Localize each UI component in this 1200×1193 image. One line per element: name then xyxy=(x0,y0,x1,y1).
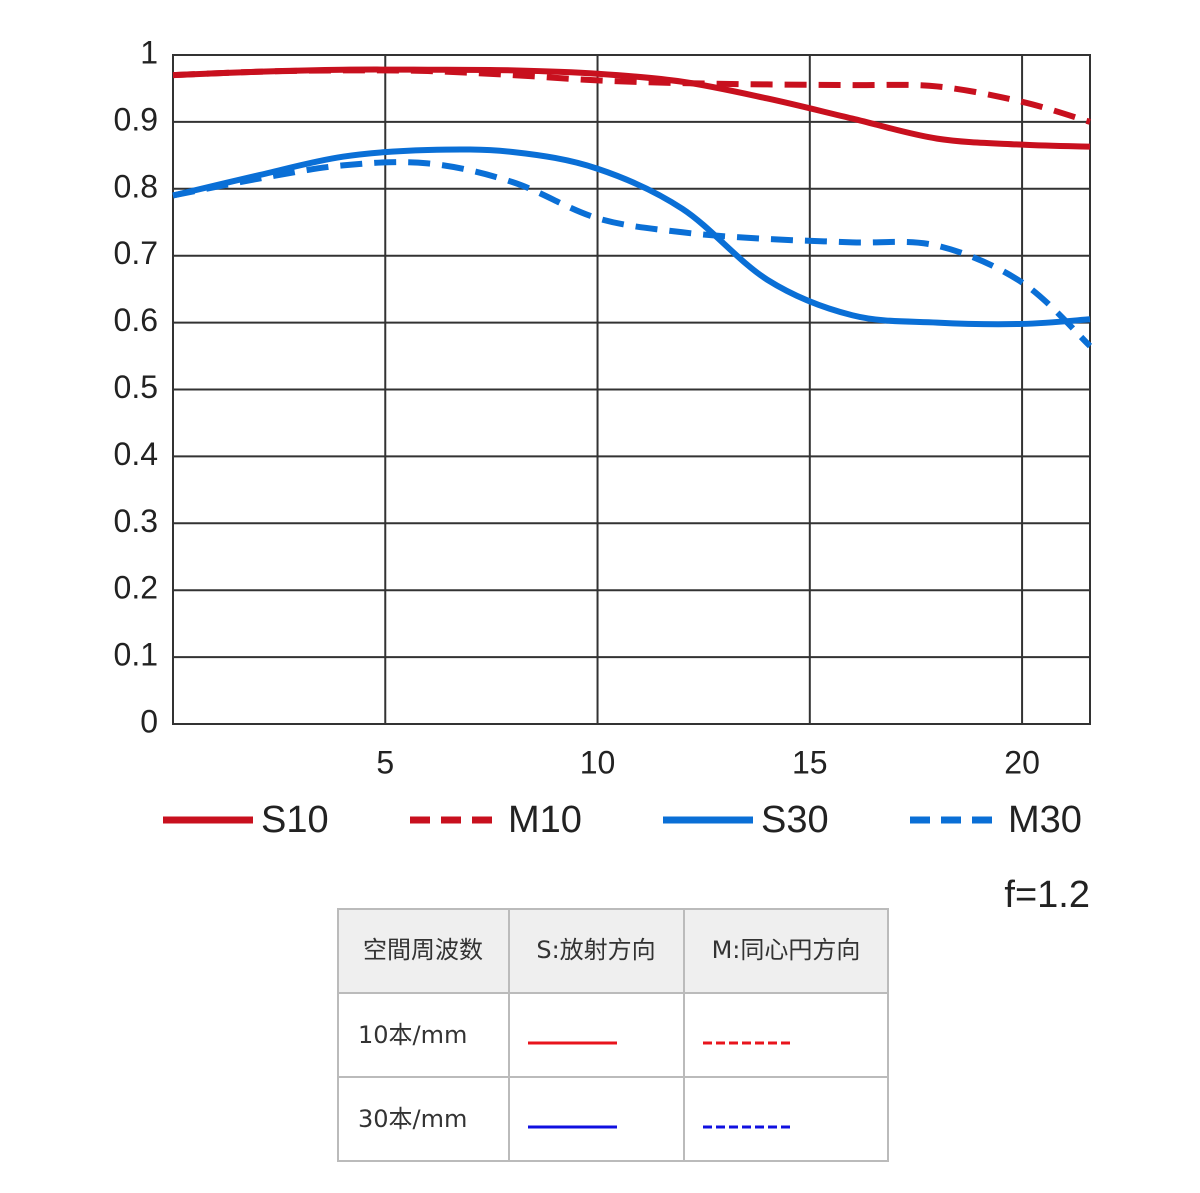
plot-frame xyxy=(172,54,1091,725)
y-tick-label: 0 xyxy=(140,703,158,739)
table-row-label: 30本/mm xyxy=(358,1105,467,1133)
table-border xyxy=(337,908,889,1162)
annotation: f=1.2 xyxy=(1004,874,1090,916)
table-row-label: 10本/mm xyxy=(358,1021,467,1049)
legend-label: M10 xyxy=(508,799,582,841)
legend-label: M30 xyxy=(1008,799,1082,841)
y-tick-label: 0.9 xyxy=(114,101,158,137)
x-tick-label: 15 xyxy=(792,744,828,780)
series-line xyxy=(172,66,1091,150)
y-tick-label: 0.6 xyxy=(114,302,158,338)
y-tick-label: 0.5 xyxy=(114,369,158,405)
table-header: 空間周波数 xyxy=(363,936,483,964)
legend-label: S10 xyxy=(261,799,329,841)
x-tick-label: 5 xyxy=(376,744,394,780)
table-header-bg xyxy=(338,909,888,993)
y-tick-label: 0.2 xyxy=(114,570,158,606)
x-tick-label: 10 xyxy=(580,744,616,780)
y-tick-label: 0.4 xyxy=(114,436,158,472)
series-line xyxy=(172,159,1093,349)
series-line xyxy=(172,146,1091,328)
y-tick-label: 0.1 xyxy=(114,637,158,673)
legend-table: 空間周波数 S:放射方向 M:同心円方向 10本/mm 30本/mm xyxy=(337,908,889,1162)
y-tick-label: 0.8 xyxy=(114,168,158,204)
table-header: M:同心円方向 xyxy=(712,936,861,964)
x-tick-label: 20 xyxy=(1004,744,1040,780)
table-header: S:放射方向 xyxy=(536,936,655,964)
series-line xyxy=(172,67,1091,125)
y-tick-label: 0.7 xyxy=(114,235,158,271)
y-tick-label: 1 xyxy=(140,34,158,70)
legend-label: S30 xyxy=(761,799,829,841)
y-tick-label: 0.3 xyxy=(114,503,158,539)
